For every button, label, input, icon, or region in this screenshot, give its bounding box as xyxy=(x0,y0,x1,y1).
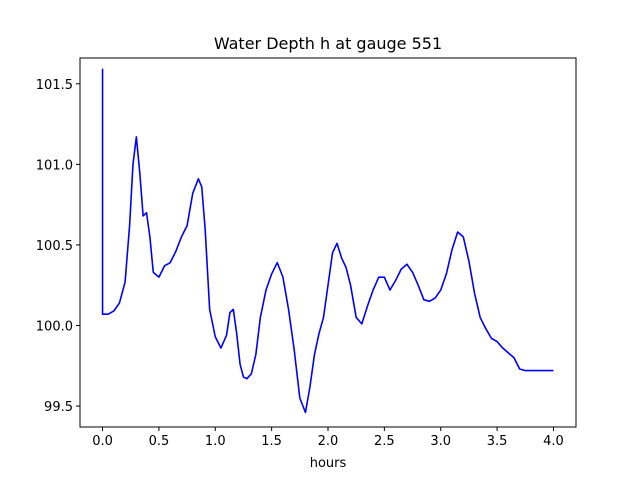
x-axis-ticks: 0.0 0.5 1.0 1.5 2.0 2.5 3.0 3.5 4.0 xyxy=(92,427,564,449)
y-tick-label: 101.0 xyxy=(36,158,73,173)
y-tick-label: 100.5 xyxy=(36,239,73,254)
chart-title: Water Depth h at gauge 551 xyxy=(214,34,442,53)
x-tick-label: 4.0 xyxy=(543,434,564,449)
x-tick-label: 0.0 xyxy=(92,434,113,449)
x-tick-label: 3.5 xyxy=(487,434,508,449)
y-tick-label: 101.5 xyxy=(36,78,73,93)
series-line-0 xyxy=(101,68,554,414)
x-tick-label: 1.5 xyxy=(261,434,282,449)
x-tick-label: 2.0 xyxy=(318,434,339,449)
x-tick-label: 2.5 xyxy=(374,434,395,449)
x-tick-label: 1.0 xyxy=(205,434,226,449)
x-tick-label: 0.5 xyxy=(149,434,170,449)
x-axis-label: hours xyxy=(310,456,347,471)
y-tick-label: 100.0 xyxy=(36,319,73,334)
plot-layer xyxy=(101,68,554,414)
y-tick-label: 99.5 xyxy=(44,400,73,415)
y-axis-ticks: 99.5 100.0 100.5 101.0 101.5 xyxy=(36,78,80,415)
x-tick-label: 3.0 xyxy=(430,434,451,449)
